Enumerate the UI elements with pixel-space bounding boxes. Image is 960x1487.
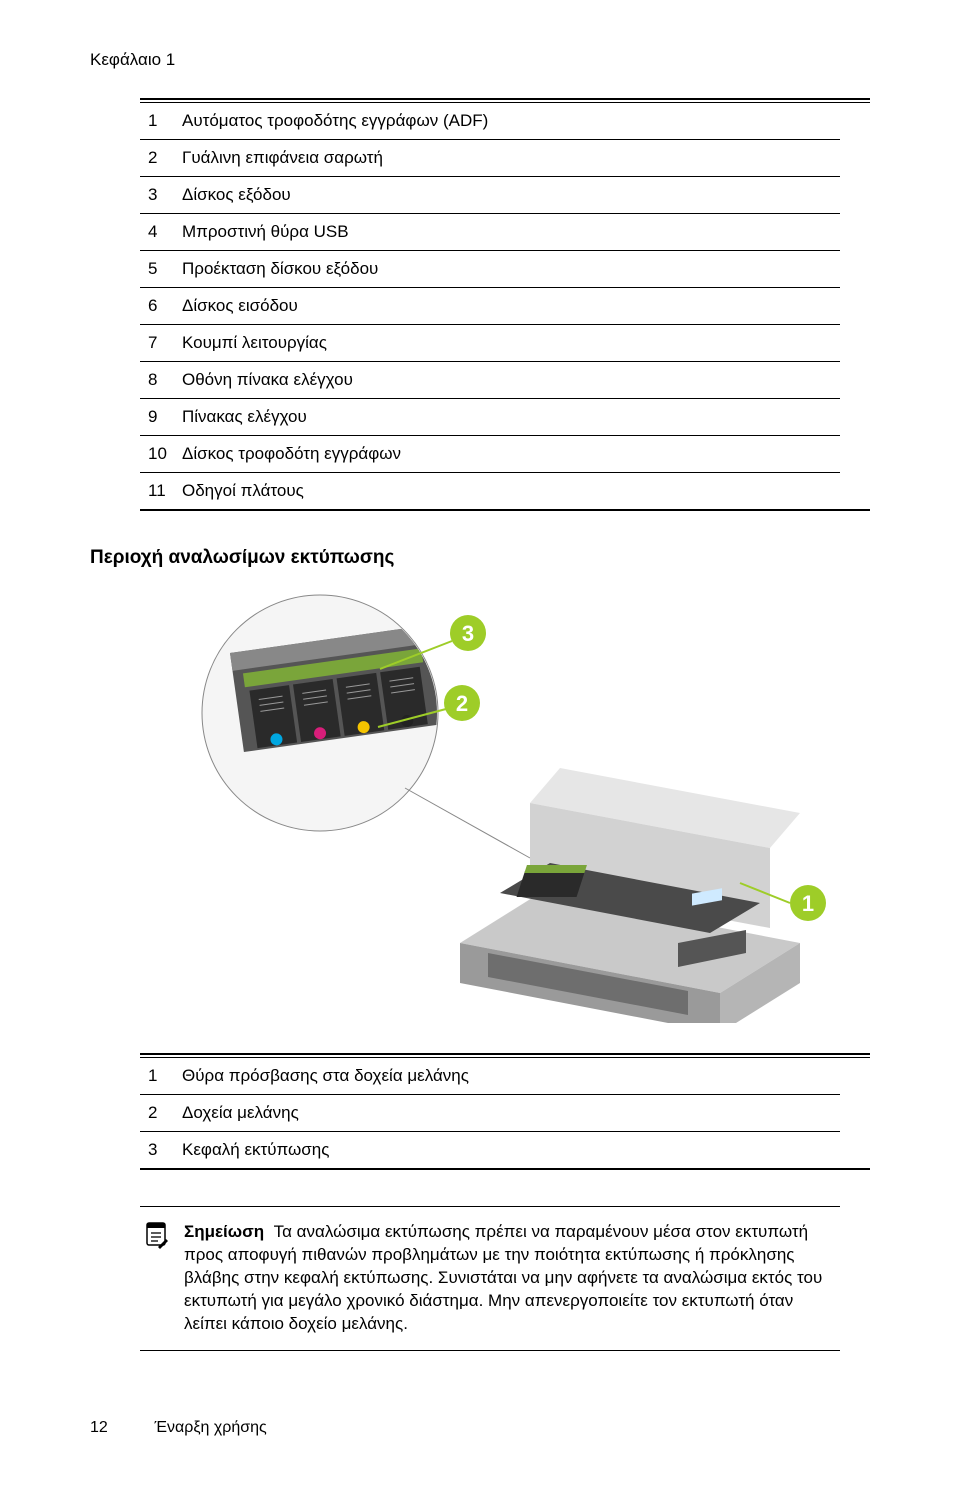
printer-diagram-svg: 3 2 1 bbox=[140, 593, 840, 1023]
part-number: 5 bbox=[140, 251, 182, 288]
part-number: 10 bbox=[140, 436, 182, 473]
part-label: Γυάλινη επιφάνεια σαρωτή bbox=[182, 140, 840, 177]
page-footer: 12 Έναρξη χρήσης bbox=[90, 1419, 267, 1437]
table-row: 8Οθόνη πίνακα ελέγχου bbox=[140, 362, 840, 399]
part-label: Κεφαλή εκτύπωσης bbox=[182, 1132, 840, 1169]
table-row: 4Μπροστινή θύρα USB bbox=[140, 214, 840, 251]
table-row: 3Δίσκος εξόδου bbox=[140, 177, 840, 214]
parts-table-2: 1Θύρα πρόσβασης στα δοχεία μελάνης2Δοχεί… bbox=[140, 1053, 870, 1170]
part-label: Θύρα πρόσβασης στα δοχεία μελάνης bbox=[182, 1058, 840, 1095]
table-row: 10Δίσκος τροφοδότη εγγράφων bbox=[140, 436, 840, 473]
part-number: 8 bbox=[140, 362, 182, 399]
footer-section-title: Έναρξη χρήσης bbox=[154, 1419, 266, 1436]
part-number: 3 bbox=[140, 177, 182, 214]
note-body: Τα αναλώσιμα εκτύπωσης πρέπει να παραμέν… bbox=[184, 1222, 822, 1333]
part-label: Κουμπί λειτουργίας bbox=[182, 325, 840, 362]
part-label: Δίσκος εξόδου bbox=[182, 177, 840, 214]
callout-2: 2 bbox=[444, 685, 480, 721]
part-number: 2 bbox=[140, 1095, 182, 1132]
part-label: Οδηγοί πλάτους bbox=[182, 473, 840, 510]
part-number: 2 bbox=[140, 140, 182, 177]
part-number: 6 bbox=[140, 288, 182, 325]
svg-text:3: 3 bbox=[462, 621, 474, 646]
parts-table-1: 1Αυτόματος τροφοδότης εγγράφων (ADF)2Γυά… bbox=[140, 98, 870, 511]
part-number: 3 bbox=[140, 1132, 182, 1169]
part-label: Οθόνη πίνακα ελέγχου bbox=[182, 362, 840, 399]
parts-table-1-body: 1Αυτόματος τροφοδότης εγγράφων (ADF)2Γυά… bbox=[140, 103, 840, 510]
table-row: 3Κεφαλή εκτύπωσης bbox=[140, 1132, 840, 1169]
part-label: Αυτόματος τροφοδότης εγγράφων (ADF) bbox=[182, 103, 840, 140]
part-number: 1 bbox=[140, 1058, 182, 1095]
part-number: 11 bbox=[140, 473, 182, 510]
table-row: 9Πίνακας ελέγχου bbox=[140, 399, 840, 436]
svg-text:2: 2 bbox=[456, 691, 468, 716]
part-number: 9 bbox=[140, 399, 182, 436]
chapter-title: Κεφάλαιο 1 bbox=[90, 50, 870, 70]
callout-1: 1 bbox=[790, 885, 826, 921]
part-label: Προέκταση δίσκου εξόδου bbox=[182, 251, 840, 288]
part-number: 7 bbox=[140, 325, 182, 362]
svg-text:1: 1 bbox=[802, 891, 814, 916]
part-label: Πίνακας ελέγχου bbox=[182, 399, 840, 436]
cartridge-detail-inset bbox=[202, 595, 442, 831]
table-row: 5Προέκταση δίσκου εξόδου bbox=[140, 251, 840, 288]
note-icon bbox=[140, 1221, 170, 1336]
table-row: 1Θύρα πρόσβασης στα δοχεία μελάνης bbox=[140, 1058, 840, 1095]
table-row: 2Δοχεία μελάνης bbox=[140, 1095, 840, 1132]
part-label: Μπροστινή θύρα USB bbox=[182, 214, 840, 251]
part-number: 4 bbox=[140, 214, 182, 251]
printer-body bbox=[460, 768, 800, 1023]
section-heading-supplies: Περιοχή αναλωσίμων εκτύπωσης bbox=[90, 547, 870, 569]
table-row: 1Αυτόματος τροφοδότης εγγράφων (ADF) bbox=[140, 103, 840, 140]
part-label: Δίσκος εισόδου bbox=[182, 288, 840, 325]
table-row: 7Κουμπί λειτουργίας bbox=[140, 325, 840, 362]
table-row: 6Δίσκος εισόδου bbox=[140, 288, 840, 325]
part-number: 1 bbox=[140, 103, 182, 140]
note-box: Σημείωση Τα αναλώσιμα εκτύπωσης πρέπει ν… bbox=[140, 1206, 840, 1351]
note-label: Σημείωση bbox=[184, 1222, 264, 1241]
table-row: 11Οδηγοί πλάτους bbox=[140, 473, 840, 510]
part-label: Δίσκος τροφοδότη εγγράφων bbox=[182, 436, 840, 473]
part-label: Δοχεία μελάνης bbox=[182, 1095, 840, 1132]
page-number: 12 bbox=[90, 1419, 150, 1437]
table-row: 2Γυάλινη επιφάνεια σαρωτή bbox=[140, 140, 840, 177]
parts-table-2-body: 1Θύρα πρόσβασης στα δοχεία μελάνης2Δοχεί… bbox=[140, 1058, 840, 1169]
callout-3: 3 bbox=[450, 615, 486, 651]
printer-supplies-diagram: 3 2 1 bbox=[140, 593, 840, 1023]
